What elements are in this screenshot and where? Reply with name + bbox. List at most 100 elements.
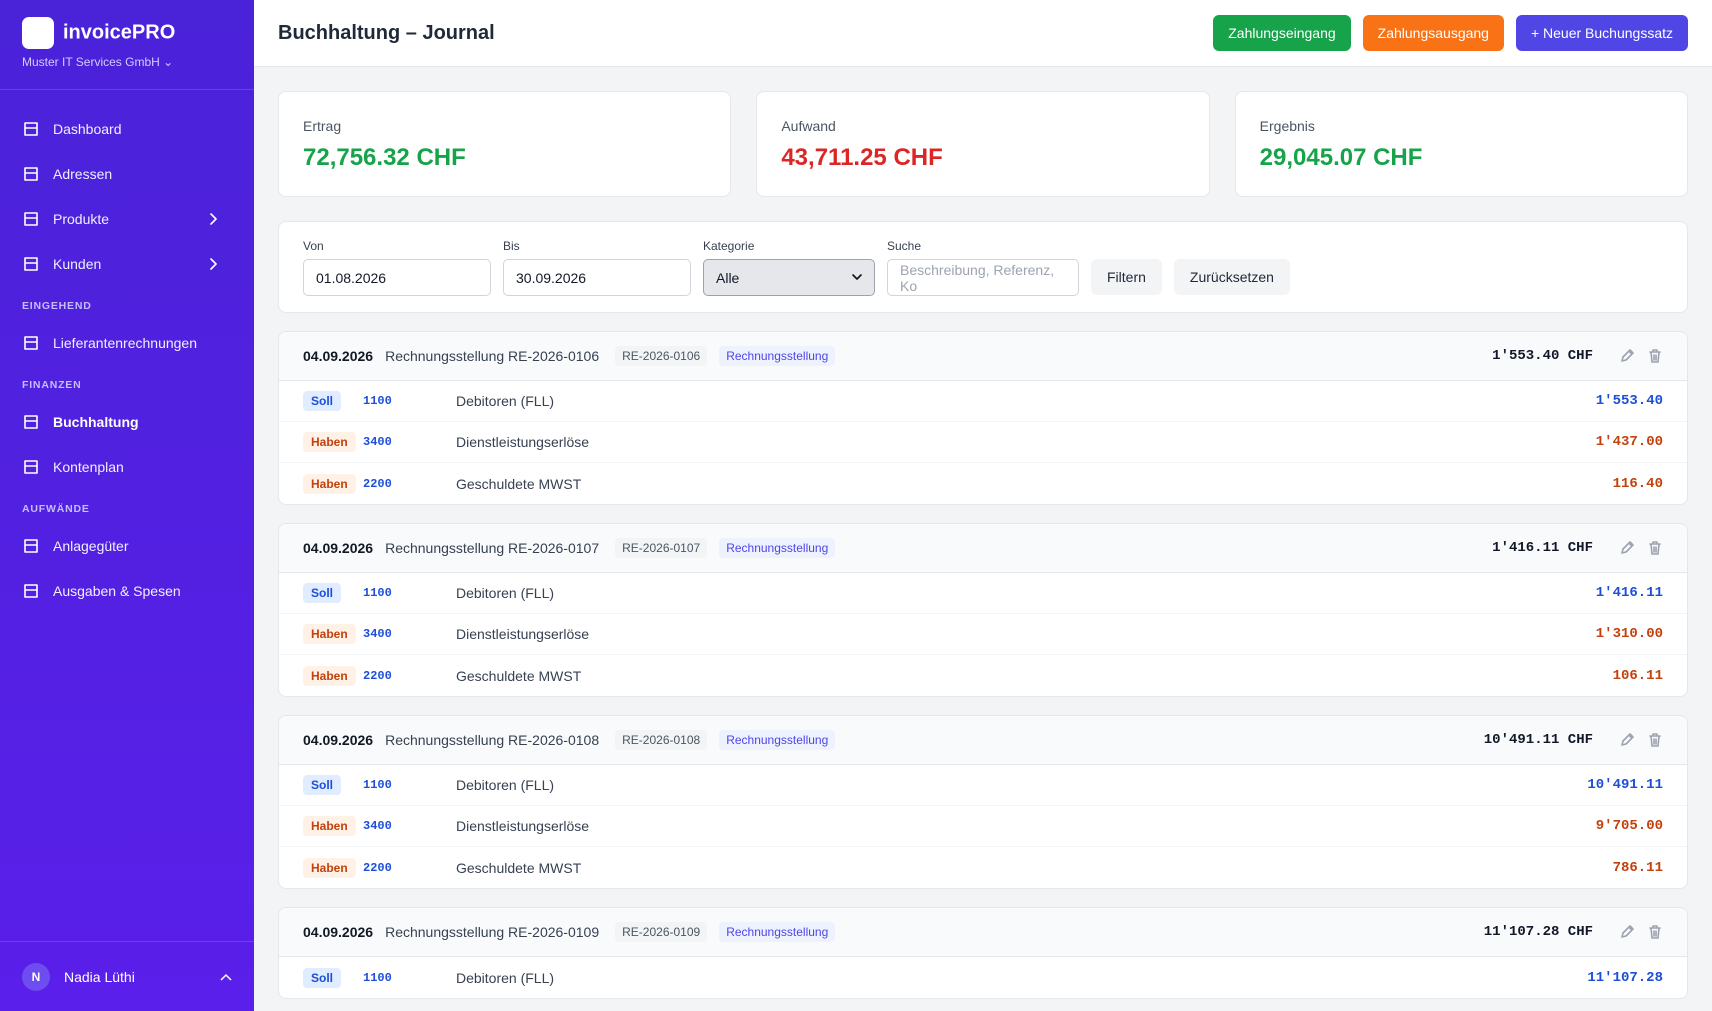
- entry-line: Haben 3400 Dienstleistungserlöse 1'437.00: [279, 422, 1687, 463]
- entry-line: Soll 1100 Debitoren (FLL) 1'553.40: [279, 381, 1687, 422]
- nav-label: Adressen: [53, 165, 113, 182]
- side-badge: Haben: [303, 665, 356, 686]
- filter-button[interactable]: Filtern: [1091, 259, 1162, 295]
- side-badge: Soll: [303, 775, 342, 795]
- edit-button[interactable]: [1619, 348, 1635, 364]
- sidebar: invoicePRO Muster IT Services GmbH ⌄ Das…: [0, 0, 254, 1011]
- action-button[interactable]: Zahlungsausgang: [1362, 15, 1504, 51]
- category-badge: Rechnungsstellung: [719, 730, 836, 750]
- nav-label: Lieferantenrechnungen: [53, 334, 198, 351]
- input[interactable]: 30.09.2026: [503, 259, 691, 296]
- line-amount: 1'416.11: [1595, 585, 1663, 601]
- reference-badge: RE-2026-0108: [615, 730, 708, 750]
- line-amount: 786.11: [1612, 859, 1663, 876]
- user-menu[interactable]: N Nadia Lüthi: [0, 941, 254, 1011]
- entry-description: Rechnungsstellung RE-2026-0107: [385, 540, 600, 556]
- company-switcher[interactable]: Muster IT Services GmbH ⌄: [22, 55, 174, 69]
- action-button[interactable]: + Neuer Buchungssatz: [1515, 15, 1688, 51]
- chevron: [210, 212, 217, 225]
- nav-item[interactable]: Anlagegüter: [0, 523, 254, 568]
- account-name: Dienstleistungserlöse: [456, 434, 590, 450]
- entry-line: Haben 3400 Dienstleistungserlöse 9'705.00: [279, 806, 1687, 847]
- delete-button[interactable]: [1647, 924, 1663, 940]
- icon: [24, 538, 38, 553]
- entry-header: 04.09.2026 Rechnungsstellung RE-2026-0107…: [279, 524, 1687, 573]
- line-amount: 10'491.11: [1587, 777, 1663, 793]
- account-number: 2200: [363, 476, 392, 491]
- company-name: Muster IT Services GmbH: [22, 55, 160, 69]
- summary: Ertrag 72,756.32 CHF Aufwand 43,711.25 CHF E…: [254, 67, 1712, 197]
- delete-button[interactable]: [1647, 732, 1663, 748]
- summary-card: Aufwand 43,711.25 CHF: [756, 91, 1210, 197]
- delete-button[interactable]: [1647, 540, 1663, 556]
- nav-item[interactable]: Dashboard: [0, 106, 254, 151]
- topbar: Buchhaltung – Journal Zahlungseingang Zah…: [254, 0, 1712, 67]
- brand-name: invoicePRO: [63, 21, 176, 44]
- edit-button[interactable]: [1619, 924, 1635, 940]
- delete-button[interactable]: [1647, 348, 1663, 364]
- icon: [24, 414, 38, 429]
- reference-badge: RE-2026-0106: [615, 346, 708, 366]
- line-amount: 1'437.00: [1595, 434, 1663, 450]
- summary-label: Ergebnis: [1259, 118, 1315, 134]
- account-number: 1100: [363, 394, 392, 408]
- entry-date: 04.09.2026: [303, 540, 374, 556]
- nav-label: Buchhaltung: [53, 413, 139, 430]
- input[interactable]: 01.08.2026: [303, 259, 491, 296]
- account-number: 3400: [363, 819, 392, 833]
- side-badge: Haben: [303, 624, 356, 644]
- nav-item[interactable]: Lieferantenrechnungen: [0, 320, 254, 365]
- side-badge: Haben: [303, 816, 356, 836]
- nav-item[interactable]: Kontenplan: [0, 444, 254, 489]
- nav-section: FINANZEN: [22, 379, 82, 391]
- filter-button[interactable]: Zurücksetzen: [1173, 259, 1290, 295]
- nav-item[interactable]: Kunden: [0, 241, 254, 286]
- avatar: N: [22, 962, 50, 991]
- edit-button[interactable]: [1619, 732, 1635, 748]
- journal-entry: 04.09.2026 Rechnungsstellung RE-2026-0107…: [278, 523, 1688, 697]
- category-badge: Rechnungsstellung: [719, 538, 836, 558]
- entry-header: 04.09.2026 Rechnungsstellung RE-2026-0109…: [279, 908, 1687, 957]
- category-badge: Rechnungsstellung: [719, 346, 836, 366]
- user-name: Nadia Lüthi: [64, 968, 135, 985]
- input[interactable]: Beschreibung, Referenz, Ko: [887, 259, 1079, 296]
- nav-item[interactable]: Adressen: [0, 151, 254, 196]
- account-number: 2200: [363, 860, 392, 875]
- nav: Dashboard Adressen Produkte Kunden EINGEHEND…: [0, 90, 254, 613]
- summary-card: Ertrag 72,756.32 CHF: [278, 91, 732, 197]
- summary-value: 29,045.07 CHF: [1259, 144, 1423, 171]
- summary-value: 43,711.25 CHF: [781, 144, 943, 171]
- account-number: 1100: [363, 586, 392, 600]
- account-name: Debitoren (FLL): [456, 969, 555, 986]
- action-button[interactable]: Zahlungseingang: [1213, 15, 1351, 51]
- nav-item[interactable]: Ausgaben & Spesen: [0, 568, 254, 613]
- field-label: Von: [303, 239, 324, 253]
- nav-label: Produkte: [53, 210, 110, 227]
- account-name: Debitoren (FLL): [456, 777, 555, 793]
- entry-description: Rechnungsstellung RE-2026-0106: [385, 348, 600, 364]
- filter-field: Bis 30.09.2026: [503, 239, 691, 296]
- filter-field: Von 01.08.2026: [303, 239, 491, 296]
- line-amount: 116.40: [1612, 475, 1663, 492]
- main: Buchhaltung – Journal Zahlungseingang Zah…: [254, 0, 1712, 1011]
- nav-item[interactable]: Produkte: [0, 196, 254, 241]
- journal-entry: 04.09.2026 Rechnungsstellung RE-2026-0108…: [278, 715, 1688, 889]
- edit-button[interactable]: [1619, 540, 1635, 556]
- side-badge: Soll: [303, 967, 342, 988]
- nav-item[interactable]: Buchhaltung: [0, 399, 254, 444]
- entry-line: Soll 1100 Debitoren (FLL) 10'491.11: [279, 765, 1687, 806]
- select[interactable]: Alle: [703, 259, 875, 296]
- nav-label: Kunden: [53, 255, 102, 272]
- nav-section: EINGEHEND: [22, 300, 92, 312]
- account-number: 3400: [363, 435, 392, 449]
- field-label: Kategorie: [703, 239, 755, 253]
- filter-field: Suche Beschreibung, Referenz, Ko: [887, 239, 1079, 296]
- icon: [24, 211, 38, 226]
- entry-date: 04.09.2026: [303, 348, 374, 364]
- line-amount: 106.11: [1612, 667, 1663, 684]
- placeholder: Beschreibung, Referenz, Ko: [900, 261, 1055, 294]
- brand: invoicePRO Muster IT Services GmbH ⌄: [0, 0, 254, 90]
- side-badge: Soll: [303, 583, 342, 603]
- line-amount: 1'310.00: [1595, 626, 1663, 642]
